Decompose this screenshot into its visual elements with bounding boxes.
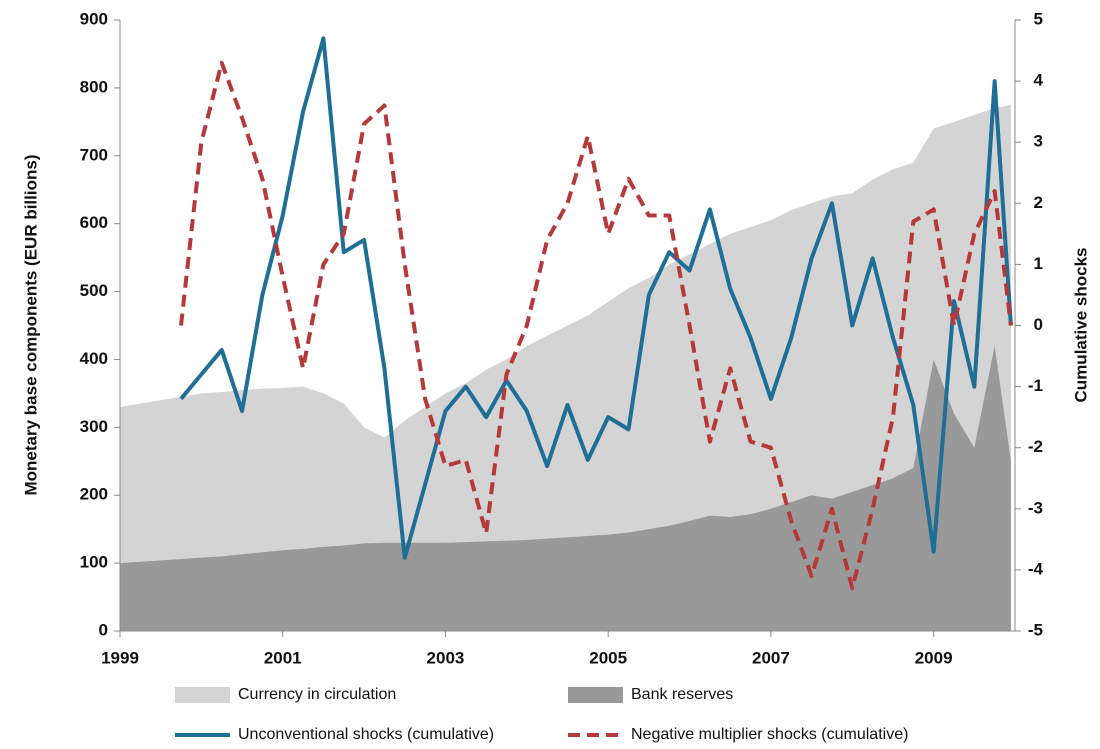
y-tick-label: 300 [80, 417, 108, 436]
y-tick-label: 100 [80, 553, 108, 572]
y2-axis-label: Cumulative shocks [1071, 248, 1090, 403]
legend-label: Unconventional shocks (cumulative) [238, 726, 494, 743]
legend-swatch [175, 687, 230, 703]
line [179, 60, 1013, 591]
line [179, 36, 1013, 560]
y-tick-label: 0 [99, 620, 108, 639]
y-tick-label: 200 [80, 485, 108, 504]
y2-tick-label: 0 [1034, 315, 1043, 334]
x-tick-label: 2005 [589, 648, 627, 667]
y2-tick-label: -5 [1028, 620, 1043, 639]
y2-tick-label: -1 [1028, 376, 1043, 395]
y2-tick-label: -3 [1028, 498, 1043, 517]
legend-label: Negative multiplier shocks (cumulative) [631, 726, 908, 743]
x-tick-label: 2007 [752, 648, 790, 667]
y2-tick-label: 1 [1034, 254, 1043, 273]
y2-tick-label: 5 [1034, 9, 1043, 28]
y2-tick-label: 4 [1034, 71, 1044, 90]
x-tick-label: 1999 [101, 648, 139, 667]
y2-tick-label: 3 [1034, 132, 1043, 151]
legend-label: Currency in circulation [238, 686, 396, 703]
x-tick-label: 2001 [264, 648, 302, 667]
y-tick-label: 400 [80, 349, 108, 368]
x-tick-label: 2009 [915, 648, 953, 667]
legend-swatch [568, 687, 623, 703]
y-tick-label: 900 [80, 9, 108, 28]
legend-label: Bank reserves [631, 686, 733, 703]
y-tick-label: 800 [80, 77, 108, 96]
y-tick-label: 500 [80, 281, 108, 300]
x-tick-label: 2003 [427, 648, 465, 667]
y-tick-label: 600 [80, 213, 108, 232]
area [120, 104, 1011, 632]
y-axis-label: Monetary base components (EUR billions) [21, 155, 40, 496]
y-tick-label: 700 [80, 145, 108, 164]
y2-tick-label: -2 [1028, 437, 1043, 456]
area [120, 345, 1011, 631]
y2-tick-label: 2 [1034, 193, 1043, 212]
y2-tick-label: -4 [1028, 559, 1044, 578]
